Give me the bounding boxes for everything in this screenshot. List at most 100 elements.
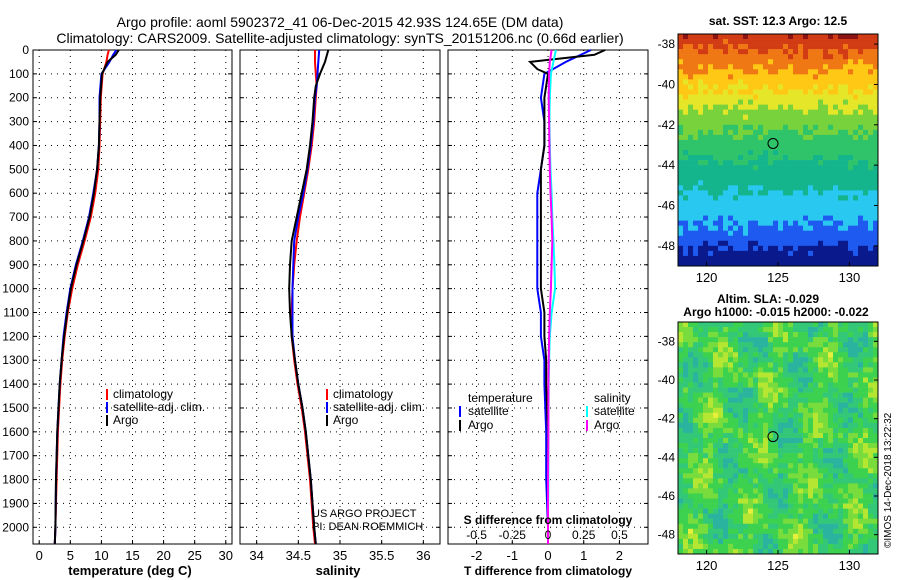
- heatmap-cell: [778, 422, 784, 429]
- heatmap-cell: [738, 205, 744, 211]
- heatmap-cell: [718, 427, 724, 434]
- heatmap-cell: [808, 402, 814, 409]
- heatmap-cell: [738, 523, 744, 530]
- heatmap-cell: [728, 49, 734, 55]
- heatmap-cell: [868, 347, 874, 353]
- heatmap-cell: [678, 44, 684, 50]
- heatmap-cell: [773, 463, 779, 469]
- heatmap-cell: [713, 468, 719, 474]
- heatmap-cell: [728, 332, 734, 338]
- heatmap-cell: [723, 422, 729, 429]
- heatmap-cell: [753, 473, 759, 479]
- heatmap-cell: [793, 453, 799, 459]
- heatmap-cell: [788, 508, 794, 514]
- heatmap-cell: [788, 493, 794, 499]
- heatmap-cell: [728, 382, 734, 388]
- heatmap-cell: [753, 432, 759, 439]
- heatmap-cell: [853, 498, 859, 504]
- heatmap-cell: [813, 124, 819, 131]
- heatmap-cell: [708, 367, 714, 373]
- heatmap-cell: [703, 432, 709, 439]
- heatmap-cell: [873, 230, 879, 237]
- heatmap-cell: [693, 129, 699, 136]
- heatmap-cell: [813, 443, 819, 449]
- heatmap-cell: [813, 165, 819, 171]
- heatmap-cell: [688, 448, 694, 454]
- heatmap-cell: [683, 402, 689, 409]
- heatmap-cell: [828, 463, 834, 469]
- heatmap-cell: [688, 195, 694, 201]
- heatmap-cell: [853, 44, 859, 50]
- heatmap-cell: [788, 79, 794, 85]
- heatmap-cell: [758, 255, 764, 262]
- heatmap-cell: [833, 150, 839, 156]
- heatmap-cell: [858, 39, 864, 45]
- heatmap-cell: [813, 200, 819, 206]
- heatmap-cell: [708, 215, 714, 221]
- heatmap-cell: [798, 124, 804, 131]
- heatmap-cell: [723, 473, 729, 479]
- heatmap-cell: [848, 79, 854, 85]
- heatmap-cell: [798, 134, 804, 141]
- heatmap-cell: [688, 508, 694, 514]
- heatmap-cell: [798, 463, 804, 469]
- heatmap-cell: [858, 387, 864, 393]
- heatmap-cell: [743, 322, 749, 328]
- heatmap-cell: [858, 175, 864, 181]
- heatmap-cell: [803, 84, 809, 90]
- heatmap-cell: [808, 407, 814, 414]
- heatmap-cell: [778, 170, 784, 176]
- heatmap-cell: [828, 372, 834, 378]
- heatmap-cell: [743, 79, 749, 85]
- heatmap-cell: [793, 463, 799, 469]
- heatmap-cell: [843, 190, 849, 196]
- heatmap-cell: [753, 448, 759, 454]
- heatmap-cell: [808, 99, 814, 105]
- heatmap-cell: [863, 250, 869, 257]
- heatmap-cell: [798, 407, 804, 414]
- heatmap-cell: [683, 372, 689, 378]
- heatmap-cell: [773, 245, 779, 252]
- heatmap-cell: [818, 463, 824, 469]
- heatmap-cell: [818, 109, 824, 115]
- heatmap-cell: [788, 64, 794, 70]
- heatmap-cell: [708, 402, 714, 409]
- heatmap-cell: [783, 235, 789, 242]
- heatmap-cell: [763, 523, 769, 530]
- heatmap-cell: [813, 458, 819, 464]
- heatmap-cell: [868, 79, 874, 85]
- heatmap-cell: [758, 139, 764, 146]
- heatmap-cell: [788, 332, 794, 338]
- heatmap-cell: [753, 134, 759, 141]
- heatmap-cell: [823, 210, 829, 216]
- heatmap-cell: [748, 342, 754, 348]
- heatmap-cell: [828, 488, 834, 494]
- heatmap-cell: [778, 518, 784, 525]
- heatmap-cell: [723, 245, 729, 252]
- heatmap-cell: [828, 377, 834, 383]
- heatmap-cell: [818, 347, 824, 353]
- heatmap-cell: [773, 69, 779, 75]
- sla-profile-marker: [767, 431, 779, 443]
- heatmap-cell: [848, 508, 854, 514]
- heatmap-cell: [753, 114, 759, 121]
- heatmap-cell: [723, 488, 729, 494]
- heatmap-cell: [818, 332, 824, 338]
- heatmap-cell: [698, 377, 704, 383]
- heatmap-cell: [823, 443, 829, 449]
- heatmap-cell: [823, 119, 829, 126]
- heatmap-cell: [808, 245, 814, 252]
- heatmap-cell: [848, 114, 854, 121]
- heatmap-cell: [723, 160, 729, 166]
- heatmap-cell: [698, 59, 704, 65]
- heatmap-cell: [838, 412, 844, 419]
- heatmap-cell: [868, 412, 874, 419]
- heatmap-cell: [858, 225, 864, 231]
- heatmap-cell: [793, 119, 799, 126]
- heatmap-cell: [798, 215, 804, 221]
- heatmap-cell: [748, 448, 754, 454]
- heatmap-cell: [783, 402, 789, 409]
- heatmap-cell: [753, 548, 759, 555]
- heatmap-cell: [698, 139, 704, 146]
- heatmap-cell: [743, 337, 749, 343]
